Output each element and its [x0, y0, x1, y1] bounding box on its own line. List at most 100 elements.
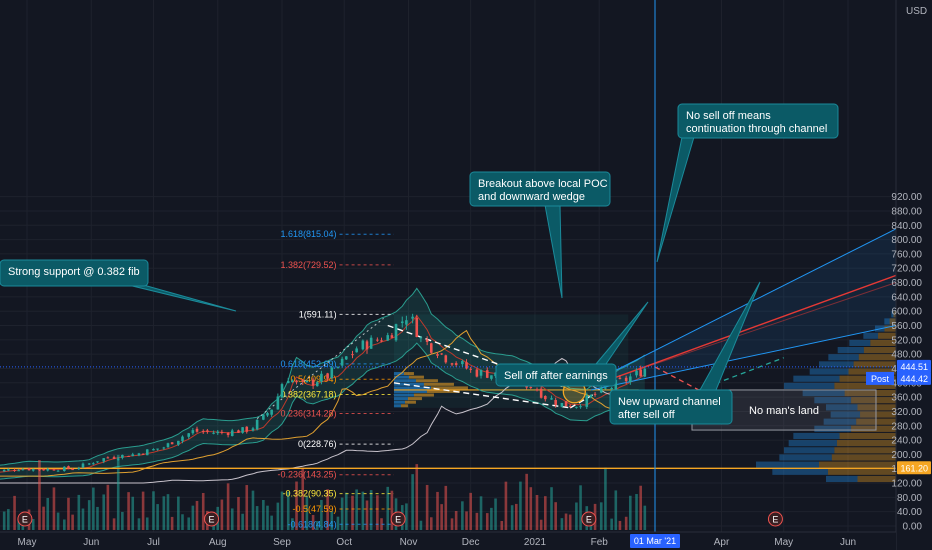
- callout-new-channel-box[interactable]: [609, 389, 733, 425]
- local-profile-row-up: [393, 375, 409, 379]
- candle-body: [599, 387, 603, 393]
- volume-profile-row-up: [884, 318, 890, 325]
- candle-body: [490, 375, 493, 379]
- volume-bar: [2, 511, 6, 530]
- price-tag-prefix-bg: [866, 371, 894, 385]
- volume-bar: [230, 508, 234, 530]
- candle-body: [355, 348, 358, 353]
- volume-profile-row-up: [849, 339, 871, 346]
- price-tick-label: 200.00: [891, 450, 922, 461]
- volume-bar: [241, 513, 244, 530]
- candle-body: [400, 321, 404, 324]
- price-tick-label: 0.00: [903, 522, 923, 533]
- earnings-marker[interactable]: [390, 511, 406, 527]
- volume-bar: [280, 491, 284, 530]
- time-tick-label: Sep: [273, 537, 291, 548]
- price-tag-bg: [897, 371, 931, 385]
- volume-bar: [340, 497, 344, 530]
- candle-body: [31, 468, 35, 471]
- candle-body: [201, 431, 205, 433]
- fib-level-label: 1.382(729.52): [281, 260, 337, 270]
- price-tag-bg: [897, 359, 931, 373]
- volume-bar: [461, 501, 464, 530]
- price-axis[interactable]: USD0.0040.0080.00120.00160.00200.00240.0…: [866, 0, 932, 550]
- time-tick-label: Nov: [400, 537, 418, 548]
- callout-strong-support-box[interactable]: [0, 259, 149, 287]
- volume-bar: [351, 495, 354, 530]
- callout-sell-off-box[interactable]: [495, 363, 617, 387]
- volume-bar: [106, 484, 110, 530]
- volume-bar: [444, 485, 448, 530]
- earnings-marker[interactable]: [767, 511, 783, 527]
- channel-mid-line: [590, 274, 897, 388]
- earnings-marker[interactable]: [17, 511, 33, 527]
- earnings-marker[interactable]: [581, 511, 597, 527]
- fib-level-label: 0.236(314.28): [281, 408, 337, 418]
- candle-body: [390, 335, 394, 338]
- candle-body: [461, 361, 464, 365]
- candle-body: [369, 337, 373, 349]
- local-profile-row-up: [393, 389, 427, 393]
- volume-bar: [166, 494, 170, 530]
- volume-bar: [575, 502, 578, 530]
- price-tag-prefix: Post: [871, 374, 890, 384]
- candle-body: [336, 366, 340, 368]
- candle-body: [230, 430, 234, 437]
- candle-body: [220, 431, 224, 433]
- candle-body: [344, 356, 348, 360]
- price-tick-label: 320.00: [891, 407, 922, 418]
- candle-body: [81, 463, 85, 468]
- candle-body: [21, 469, 25, 471]
- volume-profile-row-down: [889, 318, 896, 325]
- candle-body: [152, 449, 155, 451]
- volume-profile-row-up: [863, 332, 879, 339]
- time-axis[interactable]: May Jun Jul Aug Sep Oct Nov Dec 2021 Feb Apr May Jun…: [0, 531, 896, 550]
- volume-bar: [141, 491, 145, 530]
- candle-body: [386, 335, 390, 341]
- candle-body: [564, 401, 568, 407]
- projection-new-channel: [698, 357, 784, 391]
- earnings-marker[interactable]: [204, 511, 220, 527]
- price-candles: [2, 313, 647, 472]
- candle-body: [361, 340, 365, 350]
- volume-bar: [336, 516, 340, 530]
- volume-bar: [469, 492, 472, 530]
- fib-level-label: -0.618(4.84): [288, 519, 337, 529]
- local-profile-row-down: [403, 372, 414, 376]
- callouts[interactable]: Strong support @ 0.382 fib Breakout above…: [0, 103, 839, 425]
- callout-no-sell-off-box[interactable]: [677, 103, 839, 139]
- volume-profile-row-down: [827, 468, 896, 475]
- volume-bar: [564, 513, 568, 530]
- volume-bar: [191, 505, 195, 530]
- callout-new-channel-text: after sell off: [618, 409, 676, 421]
- candle-body: [106, 457, 110, 459]
- volume-profile-row-down: [851, 397, 896, 404]
- volume-bar: [535, 495, 539, 530]
- candle-body: [17, 470, 21, 472]
- price-tick-label: 600.00: [891, 307, 922, 318]
- volume-bar: [152, 491, 155, 530]
- callout-breakout-text: Breakout above local POC: [478, 178, 608, 190]
- local-profile-row-up: [393, 379, 416, 383]
- volume-profile-row-down: [884, 325, 896, 332]
- fib-level-label: 1.618(815.04): [281, 229, 337, 239]
- volume-profile-row-down: [836, 440, 896, 447]
- candle-body: [42, 469, 45, 471]
- candle-body: [191, 430, 195, 434]
- candle-body: [212, 432, 215, 434]
- volume-bar: [380, 518, 383, 530]
- volume-bar: [245, 485, 249, 530]
- candle-body: [241, 427, 244, 433]
- callout-breakout-box[interactable]: [469, 171, 611, 207]
- volume-profile-row-up: [823, 418, 857, 425]
- candle-body: [643, 368, 647, 377]
- projection-selloff: [654, 366, 700, 391]
- volume-bar: [67, 497, 70, 530]
- earnings-marker-label: E: [209, 515, 215, 525]
- time-tick-label: Dec: [462, 537, 480, 548]
- volume-bar: [320, 499, 323, 530]
- candle-body: [425, 339, 429, 342]
- price-tick-label: 280.00: [891, 421, 922, 432]
